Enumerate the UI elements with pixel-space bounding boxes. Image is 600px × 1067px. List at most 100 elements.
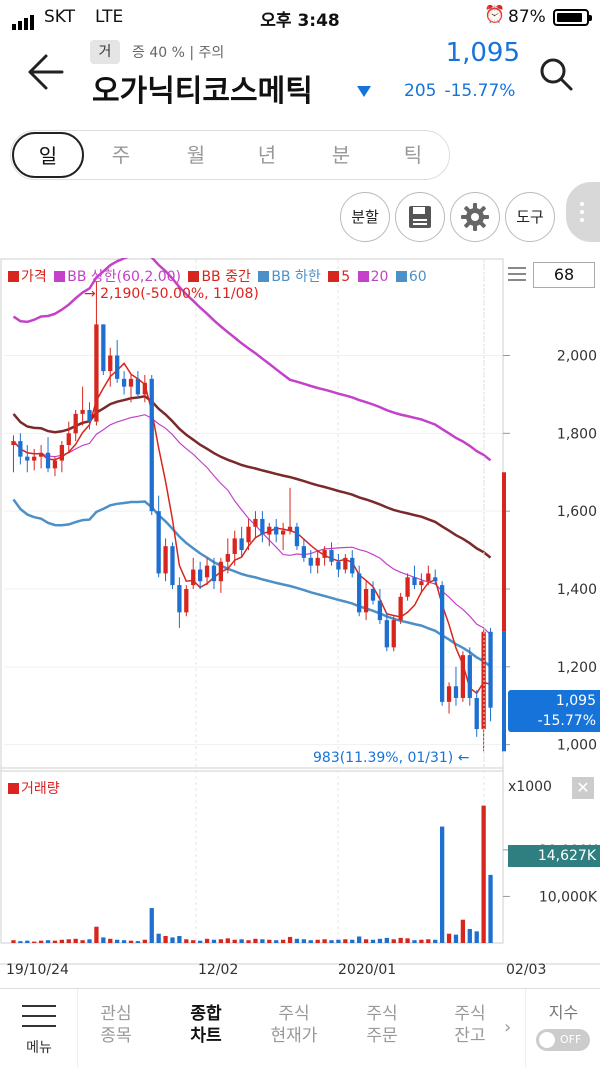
- candle: [315, 557, 320, 566]
- candle: [488, 631, 493, 708]
- volume-title: 거래량: [8, 778, 60, 798]
- nav-order[interactable]: 주식 주문: [366, 1004, 398, 1046]
- signal-icon: [12, 10, 36, 30]
- current-price: 1,095: [445, 38, 520, 68]
- index-toggle[interactable]: OFF: [536, 1029, 590, 1051]
- volume-bar: [128, 940, 134, 943]
- tab-month[interactable]: 월: [186, 143, 206, 167]
- period-count-input[interactable]: 68: [533, 262, 595, 288]
- candle: [38, 452, 44, 457]
- y-tick-label: 1,000: [557, 738, 597, 754]
- nav-chart[interactable]: 종합 차트: [190, 1004, 222, 1046]
- volume-bar: [149, 908, 154, 943]
- candle: [439, 585, 445, 702]
- tab-week[interactable]: 주: [111, 143, 131, 167]
- candle: [191, 569, 196, 586]
- candle: [267, 526, 272, 535]
- candle: [87, 409, 92, 422]
- candle: [218, 561, 224, 582]
- volume-bar: [301, 939, 307, 943]
- legend-ma60: 60: [395, 269, 427, 285]
- back-button[interactable]: [26, 50, 66, 94]
- high-price-annotation: → 2,190(-50.00%, 11/08): [84, 286, 259, 302]
- toggle-knob: [539, 1032, 555, 1048]
- volume-bar: [87, 939, 92, 943]
- candle: [211, 565, 217, 582]
- volume-bar: [357, 936, 362, 943]
- candle: [253, 518, 258, 527]
- price-range-down-bar: [502, 631, 506, 752]
- chart-legend: 가격 BB 상한(60,2.00) BB 중간 BB 하한 5 20 60: [8, 266, 430, 286]
- tab-year[interactable]: 년: [257, 143, 277, 167]
- tab-day[interactable]: 일: [12, 132, 84, 178]
- search-icon: [540, 58, 573, 91]
- save-button[interactable]: [395, 192, 445, 242]
- split-button[interactable]: 분할: [340, 192, 390, 242]
- volume-bar: [170, 937, 175, 943]
- stock-name[interactable]: 오가닉티코스메틱: [92, 74, 313, 109]
- candle: [363, 588, 369, 613]
- y-tick-label: 2,000: [557, 349, 597, 365]
- index-label: 지수: [548, 1003, 579, 1022]
- y-tick-label: 1,600: [557, 504, 597, 520]
- candle: [280, 530, 286, 535]
- price-change: 205 -15.77%: [404, 81, 515, 101]
- chevron-right-icon[interactable]: ›: [504, 1017, 512, 1038]
- price-range-up-bar: [502, 472, 506, 632]
- indicator-menu-icon[interactable]: [508, 266, 526, 282]
- volume-bar: [246, 940, 251, 943]
- clock: 오후 3:48: [260, 11, 340, 31]
- legend-price: 가격: [8, 269, 47, 285]
- candle: [370, 588, 376, 601]
- candle: [398, 596, 403, 621]
- menu-button[interactable]: 메뉴: [0, 989, 78, 1067]
- tab-tick[interactable]: 틱: [403, 143, 423, 167]
- more-options-button[interactable]: [566, 182, 600, 242]
- candle: [142, 382, 147, 395]
- battery-icon: [553, 9, 592, 26]
- candle: [426, 573, 431, 582]
- bb-upper-line: [12, 251, 492, 462]
- volume-bar: [453, 934, 459, 943]
- candle: [163, 546, 168, 574]
- volume-bar: [225, 938, 230, 943]
- volume-bar: [433, 939, 438, 943]
- x-axis-label: 02/03: [506, 962, 546, 978]
- candle: [232, 538, 237, 554]
- nav-balance[interactable]: 주식 잔고: [454, 1004, 486, 1046]
- volume-bar: [315, 939, 320, 943]
- candle: [32, 456, 37, 461]
- tab-minute[interactable]: 분: [331, 143, 351, 167]
- stock-chart[interactable]: 2,0001,8001,6001,4001,2001,00020,000K10,…: [0, 251, 600, 988]
- candle: [343, 557, 348, 570]
- volume-bar: [329, 940, 334, 943]
- legend-bb-mid: BB 중간: [188, 269, 251, 285]
- settings-button[interactable]: [450, 192, 500, 242]
- candle: [80, 409, 85, 414]
- save-icon: [409, 206, 431, 228]
- candle: [377, 600, 383, 621]
- volume-bar: [135, 941, 141, 943]
- price-tag-percent: -15.77%: [537, 713, 596, 729]
- close-volume-button[interactable]: ✕: [572, 777, 594, 799]
- volume-bar: [280, 939, 286, 943]
- margin-info: 증 40 % | 주의: [132, 45, 225, 61]
- candle: [246, 526, 251, 543]
- candle: [52, 460, 58, 469]
- legend-bb-upper: BB 상한(60,2.00): [54, 269, 181, 285]
- nav-watchlist[interactable]: 관심 종목: [100, 1004, 132, 1046]
- low-price-annotation: 983(11.39%, 01/31) ←: [313, 750, 470, 766]
- volume-bar: [419, 939, 424, 943]
- volume-bar: [177, 936, 182, 943]
- volume-bar: [211, 939, 217, 943]
- candle: [433, 577, 438, 582]
- volume-bar: [308, 940, 313, 943]
- search-button[interactable]: [538, 56, 574, 92]
- candle: [101, 324, 106, 372]
- volume-bar: [218, 939, 224, 943]
- candle: [121, 378, 127, 387]
- volume-bar: [343, 939, 348, 943]
- nav-current-price[interactable]: 주식 현재가: [270, 1004, 318, 1046]
- candle: [135, 378, 141, 395]
- drawing-tools-button[interactable]: 도구: [505, 192, 555, 242]
